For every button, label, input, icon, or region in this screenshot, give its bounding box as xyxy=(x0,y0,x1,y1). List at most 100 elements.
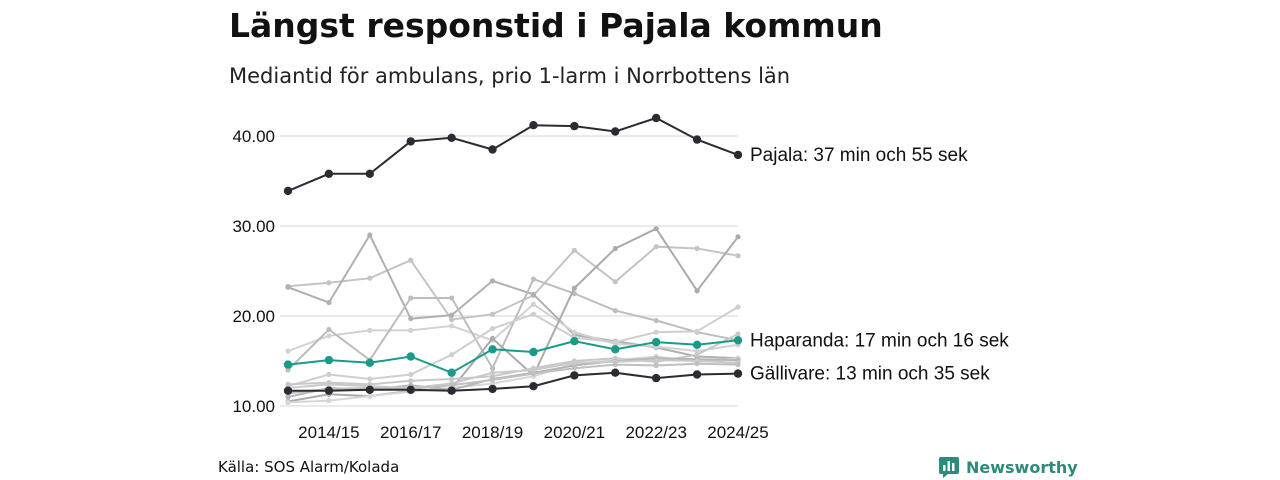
series-point-gllivare xyxy=(611,368,620,377)
background-series-point xyxy=(408,316,414,322)
series-point-haparanda xyxy=(324,355,334,365)
background-series-point xyxy=(489,278,496,284)
series-point-gllivare xyxy=(324,386,334,395)
background-series-point xyxy=(326,299,332,306)
chart-subtitle: Mediantid för ambulans, prio 1-larm i No… xyxy=(229,64,791,88)
background-series-point xyxy=(285,399,291,405)
background-series-point xyxy=(530,291,537,297)
series-line-haparanda xyxy=(287,339,739,374)
background-series-point xyxy=(449,312,455,318)
background-series-point xyxy=(694,352,700,358)
background-series-point xyxy=(489,380,496,387)
background-series-point xyxy=(408,378,414,384)
series-point-gllivare xyxy=(365,385,375,394)
y-axis-ticks: 10.00 20.00 30.00 40.00 xyxy=(232,127,275,416)
background-series-point xyxy=(326,371,332,378)
x-tick-label: 2020/21 xyxy=(544,423,605,442)
background-series-point xyxy=(571,329,577,335)
background-series-point xyxy=(449,317,455,323)
background-series-point xyxy=(530,276,537,282)
background-series-line xyxy=(287,227,739,403)
series-point-haparanda xyxy=(570,337,579,346)
series-labels: Pajala: 37 min och 55 sek Haparanda: 17 m… xyxy=(750,145,1009,385)
background-series-point xyxy=(285,394,291,400)
series-line-gllivare xyxy=(288,371,739,392)
background-series-point xyxy=(612,308,618,314)
series-point-gllivare xyxy=(733,369,743,378)
background-series-point xyxy=(326,381,332,387)
x-tick-label: 2022/23 xyxy=(625,423,686,442)
background-series-point xyxy=(489,335,496,342)
background-series-point xyxy=(449,323,455,329)
background-series-point xyxy=(694,361,700,367)
background-series-line xyxy=(287,362,739,395)
series-label-haparanda: Haparanda: 17 min och 16 sek xyxy=(750,330,1009,351)
series-point-pajala xyxy=(651,113,661,123)
background-series-point xyxy=(735,304,741,310)
series-point-gllivare xyxy=(529,382,538,391)
newsworthy-icon xyxy=(939,457,959,478)
series-point-haparanda xyxy=(406,352,415,361)
background-series-point xyxy=(367,376,373,382)
background-series-point xyxy=(571,285,577,291)
background-series-point xyxy=(449,376,455,382)
background-series-point xyxy=(408,257,414,263)
series-point-gllivare xyxy=(651,373,661,383)
background-series-point xyxy=(367,232,373,238)
background-series-point xyxy=(367,275,373,281)
series-point-pajala xyxy=(406,137,415,146)
background-series-point xyxy=(326,333,332,339)
background-series-point xyxy=(612,245,618,252)
series-point-gllivare xyxy=(447,386,456,395)
background-series-point xyxy=(326,280,332,286)
background-series-point xyxy=(285,381,291,387)
background-series-point xyxy=(612,339,618,345)
background-series-point xyxy=(326,326,332,333)
source-note: Källa: SOS Alarm/Kolada xyxy=(218,458,400,476)
background-series-point xyxy=(530,301,537,307)
background-series-point xyxy=(530,311,537,317)
background-series-point xyxy=(489,370,496,376)
series-point-pajala xyxy=(324,169,334,178)
background-series-point xyxy=(285,367,291,373)
series-point-pajala xyxy=(529,121,538,130)
background-series-point xyxy=(653,362,659,369)
y-tick-label: 40.00 xyxy=(232,127,275,146)
y-tick-label: 30.00 xyxy=(232,217,275,236)
background-series-point xyxy=(735,253,741,259)
background-series-point xyxy=(285,348,291,354)
background-series xyxy=(285,226,741,405)
series-point-haparanda xyxy=(733,336,743,345)
series-line-pajala xyxy=(287,116,739,192)
background-series-point xyxy=(449,295,455,301)
background-series-point xyxy=(612,362,618,368)
x-tick-label: 2016/17 xyxy=(380,423,441,442)
background-series-point xyxy=(326,398,332,404)
series-point-pajala xyxy=(733,150,743,160)
background-series-point xyxy=(694,348,700,354)
background-series-point xyxy=(408,295,414,301)
background-series-point xyxy=(408,327,414,333)
background-series-line xyxy=(287,355,739,404)
background-series-point xyxy=(489,365,496,371)
background-series-point xyxy=(653,317,659,324)
background-series-point xyxy=(694,328,700,334)
x-tick-label: 2018/19 xyxy=(462,423,523,442)
background-series-point xyxy=(571,365,577,371)
background-series-point xyxy=(571,360,577,366)
background-series-line xyxy=(287,277,739,371)
series-point-haparanda xyxy=(365,358,375,367)
background-series-point xyxy=(449,352,455,358)
series-point-pajala xyxy=(447,133,456,142)
background-series-point xyxy=(653,226,659,232)
series-point-pajala xyxy=(365,169,375,178)
background-series-point xyxy=(653,244,659,250)
series-label-gllivare: Gällivare: 13 min och 35 sek xyxy=(750,364,990,385)
background-series-point xyxy=(735,234,741,240)
series-label-pajala: Pajala: 37 min och 55 sek xyxy=(750,145,968,166)
brand-name: Newsworthy xyxy=(966,457,1078,477)
series-point-haparanda xyxy=(611,345,620,354)
series-point-gllivare xyxy=(283,386,293,395)
series-point-haparanda xyxy=(447,368,456,377)
